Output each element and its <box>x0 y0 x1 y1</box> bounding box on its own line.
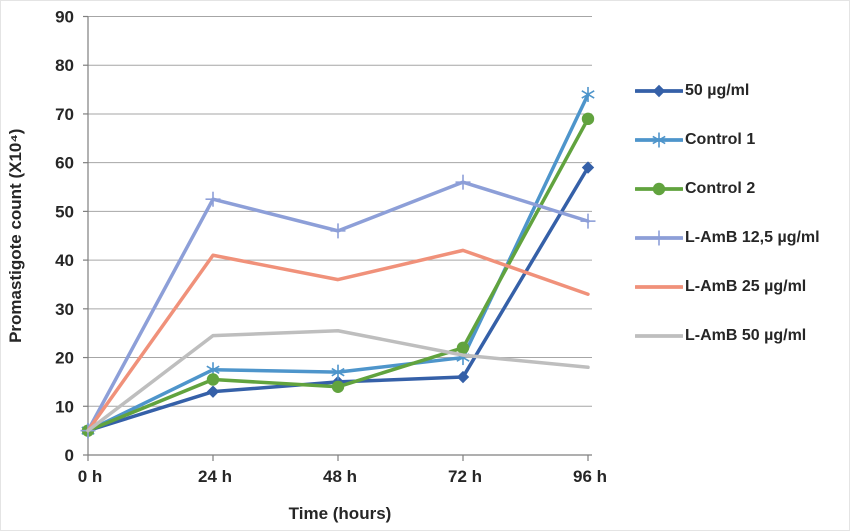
y-tick-label: 80 <box>55 56 74 75</box>
legend-item: 50 µg/ml <box>635 66 820 115</box>
chart-svg: 0 10 20 30 40 50 60 70 80 90 0 h 24 h 48 h 72 h 96 h Ti… <box>6 8 607 524</box>
legend-label: L-AmB 50 µg/ml <box>685 326 807 344</box>
y-tick-label: 30 <box>55 300 74 319</box>
legend-diamond-marker <box>652 84 666 97</box>
y-tick-label: 90 <box>55 8 74 27</box>
y-tick-label: 20 <box>55 349 74 368</box>
series-50-g-ml-diamond-marker <box>456 370 470 384</box>
y-tick-label: 40 <box>55 251 74 270</box>
series-control-1-asterisk-marker <box>581 90 595 99</box>
legend-line-sample <box>635 230 683 245</box>
legend-item: Control 1 <box>635 115 820 164</box>
legend-asterisk-marker <box>652 135 666 144</box>
y-tick-label: 50 <box>55 202 74 221</box>
y-tick-label: 0 <box>65 446 74 465</box>
series-50-g-ml-diamond-marker <box>581 161 595 174</box>
legend-label: Control 2 <box>685 179 756 197</box>
series-control-1-asterisk-marker <box>331 367 345 377</box>
series-control-2-circle-marker <box>456 341 470 355</box>
legend-item: L-AmB 50 µg/ml <box>635 311 820 360</box>
legend-label: 50 µg/ml <box>685 81 750 99</box>
y-tick-label: 60 <box>55 154 74 173</box>
y-axis-title: Promastigote count (X10⁴) <box>6 129 25 343</box>
legend-label: L-AmB 25 µg/ml <box>685 277 807 295</box>
legend-item: L-AmB 25 µg/ml <box>635 262 820 311</box>
series-line-l-amb-50-g-ml <box>86 329 590 433</box>
legend-item: L-AmB 12,5 µg/ml <box>635 213 820 262</box>
chart-legend: 50 µg/ml Control 1 Control 2 L-AmB 12,5 … <box>635 66 820 360</box>
y-tick-label: 10 <box>55 397 74 416</box>
legend-line-sample <box>635 284 683 289</box>
legend-label: L-AmB 12,5 µg/ml <box>685 228 820 246</box>
x-tick-label: 0 h <box>78 467 103 486</box>
legend-line-sample <box>635 182 683 195</box>
x-tick-label: 24 h <box>198 467 232 486</box>
series-control-2-circle-marker <box>581 112 595 126</box>
x-tick-label: 48 h <box>323 467 357 486</box>
legend-item: Control 2 <box>635 164 820 213</box>
series-line-l-amb-25-g-ml <box>86 248 590 433</box>
legend-line-sample <box>635 333 683 338</box>
legend-label: Control 1 <box>685 130 756 148</box>
legend-circle-marker <box>652 182 666 195</box>
legend-line-sample <box>635 84 683 97</box>
x-tick-label: 72 h <box>448 467 482 486</box>
series-control-1-asterisk-marker <box>206 365 220 375</box>
series-50-g-ml-diamond-marker <box>206 385 220 398</box>
series-control-2-circle-marker <box>206 373 220 386</box>
y-tick-label: 70 <box>55 105 74 124</box>
x-tick-label: 96 h <box>573 467 607 486</box>
series-control-2-circle-marker <box>331 380 345 393</box>
x-axis-title: Time (hours) <box>289 504 392 523</box>
legend-line-sample <box>635 132 683 147</box>
